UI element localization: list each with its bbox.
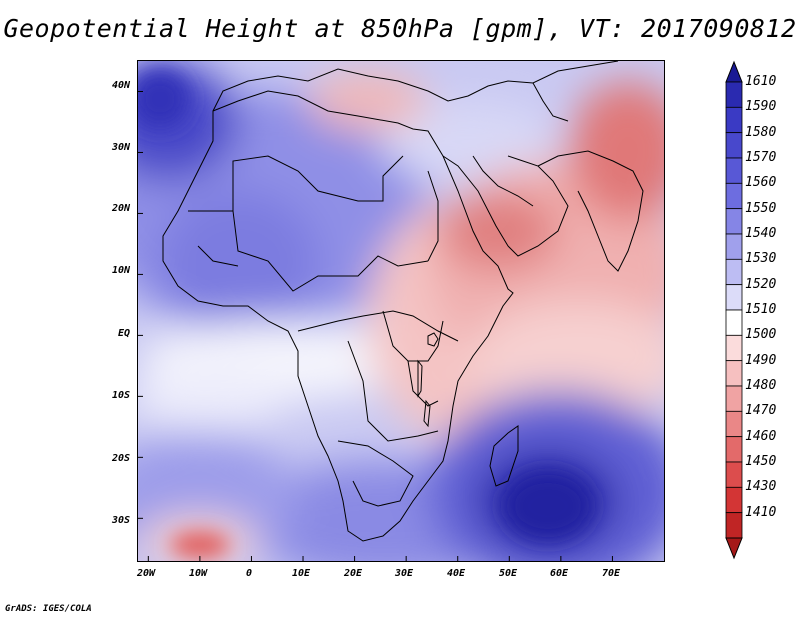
lon-label-20w: 20W (136, 568, 156, 579)
lat-label-30n: 30N (111, 142, 130, 153)
colorbar-box (725, 208, 743, 235)
height-field (138, 61, 664, 561)
lat-label-10s: 10S (111, 390, 130, 401)
colorbar-label: 1480 (745, 378, 777, 393)
colorbar-label: 1450 (745, 454, 777, 469)
lon-label-0: 0 (245, 568, 253, 579)
lon-label-10w: 10W (188, 568, 208, 579)
colorbar-box (725, 233, 743, 260)
lat-label-20s: 20S (111, 453, 130, 464)
lon-label-70e: 70E (601, 568, 621, 579)
lon-label-20e: 20E (343, 568, 363, 579)
colorbar-label: 1490 (745, 352, 777, 368)
colorbar-box (725, 360, 743, 387)
lon-label-50e: 50E (498, 568, 518, 579)
colorbar-box (725, 182, 743, 210)
colorbar-box (725, 258, 743, 286)
colorbar-box (725, 106, 743, 134)
lat-label-10n: 10N (111, 265, 130, 276)
colorbar-box (725, 410, 743, 438)
colorbar-label: 1580 (745, 124, 777, 140)
colorbar-label: 1430 (745, 479, 777, 495)
colorbar-label: 1560 (745, 175, 777, 191)
colorbar-label: 1500 (745, 327, 777, 343)
colorbar-label: 1540 (745, 226, 777, 241)
colorbar-box (725, 81, 743, 108)
colorbar-box (725, 157, 743, 184)
colorbar-box (725, 486, 743, 514)
colorbar-label: 1570 (745, 150, 777, 165)
colorbar-box (725, 461, 743, 488)
colorbar-label: 1410 (745, 504, 777, 520)
lon-label-60e: 60E (549, 568, 569, 579)
colorbar-box (725, 385, 743, 412)
chart-title: Geopotential Height at 850hPa [gpm], VT:… (3, 14, 797, 43)
colorbar-box (725, 284, 743, 311)
lon-label-10e: 10E (291, 568, 311, 579)
lon-label-30e: 30E (394, 568, 414, 579)
colorbar-box (725, 132, 743, 159)
colorbar-arrow-top (725, 60, 743, 83)
colorbar-label: 1520 (745, 276, 777, 292)
colorbar-label: 1530 (745, 251, 777, 267)
lon-label-40e: 40E (446, 568, 466, 579)
map-svg (138, 61, 664, 561)
colorbar-label: 1610 (745, 74, 777, 89)
tick-marks (138, 90, 613, 561)
colorbar-label: 1470 (745, 403, 777, 419)
colorbar-box (725, 309, 743, 336)
colorbar-box (725, 512, 743, 539)
lat-label-30s: 30S (111, 515, 130, 526)
coastlines (162, 61, 644, 542)
grads-credit: GrADS: IGES/COLA (5, 604, 92, 614)
lat-label-20n: 20N (111, 203, 130, 214)
colorbar-label: 1550 (745, 200, 777, 216)
colorbar-box (725, 334, 743, 362)
colorbar (720, 60, 800, 560)
lakes (417, 332, 439, 428)
map-panel (137, 60, 665, 562)
colorbar-svg (725, 60, 743, 560)
colorbar-box (725, 436, 743, 463)
colorbar-label: 1590 (745, 99, 777, 115)
lat-label-eq: EQ (117, 328, 130, 339)
colorbar-label: 1510 (745, 302, 777, 317)
colorbar-label: 1460 (745, 428, 777, 444)
colorbar-arrow-bottom (725, 537, 743, 560)
lat-label-40n: 40N (111, 80, 130, 91)
